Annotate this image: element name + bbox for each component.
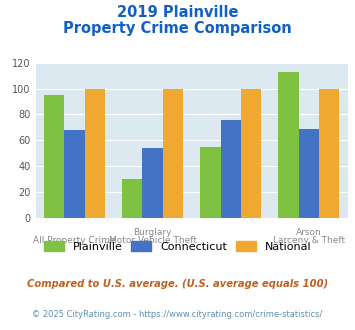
Text: Larceny & Theft: Larceny & Theft (273, 236, 345, 245)
Bar (44, 95, 64, 218)
Bar (122, 179, 142, 218)
Text: Burglary: Burglary (133, 228, 172, 237)
Bar (64, 130, 85, 218)
Bar (142, 148, 163, 218)
Bar (241, 88, 261, 218)
Bar (319, 88, 339, 218)
Text: Arson: Arson (296, 228, 322, 237)
Bar (85, 88, 105, 218)
Bar (163, 88, 183, 218)
Text: All Property Crime: All Property Crime (33, 236, 116, 245)
Bar (220, 119, 241, 218)
Legend: Plainville, Connecticut, National: Plainville, Connecticut, National (39, 237, 316, 256)
Text: Compared to U.S. average. (U.S. average equals 100): Compared to U.S. average. (U.S. average … (27, 279, 328, 289)
Text: Motor Vehicle Theft: Motor Vehicle Theft (109, 236, 197, 245)
Text: © 2025 CityRating.com - https://www.cityrating.com/crime-statistics/: © 2025 CityRating.com - https://www.city… (32, 310, 323, 319)
Bar (299, 129, 319, 218)
Bar (200, 147, 220, 218)
Text: 2019 Plainville: 2019 Plainville (117, 5, 238, 20)
Text: Property Crime Comparison: Property Crime Comparison (63, 21, 292, 36)
Bar (278, 72, 299, 218)
